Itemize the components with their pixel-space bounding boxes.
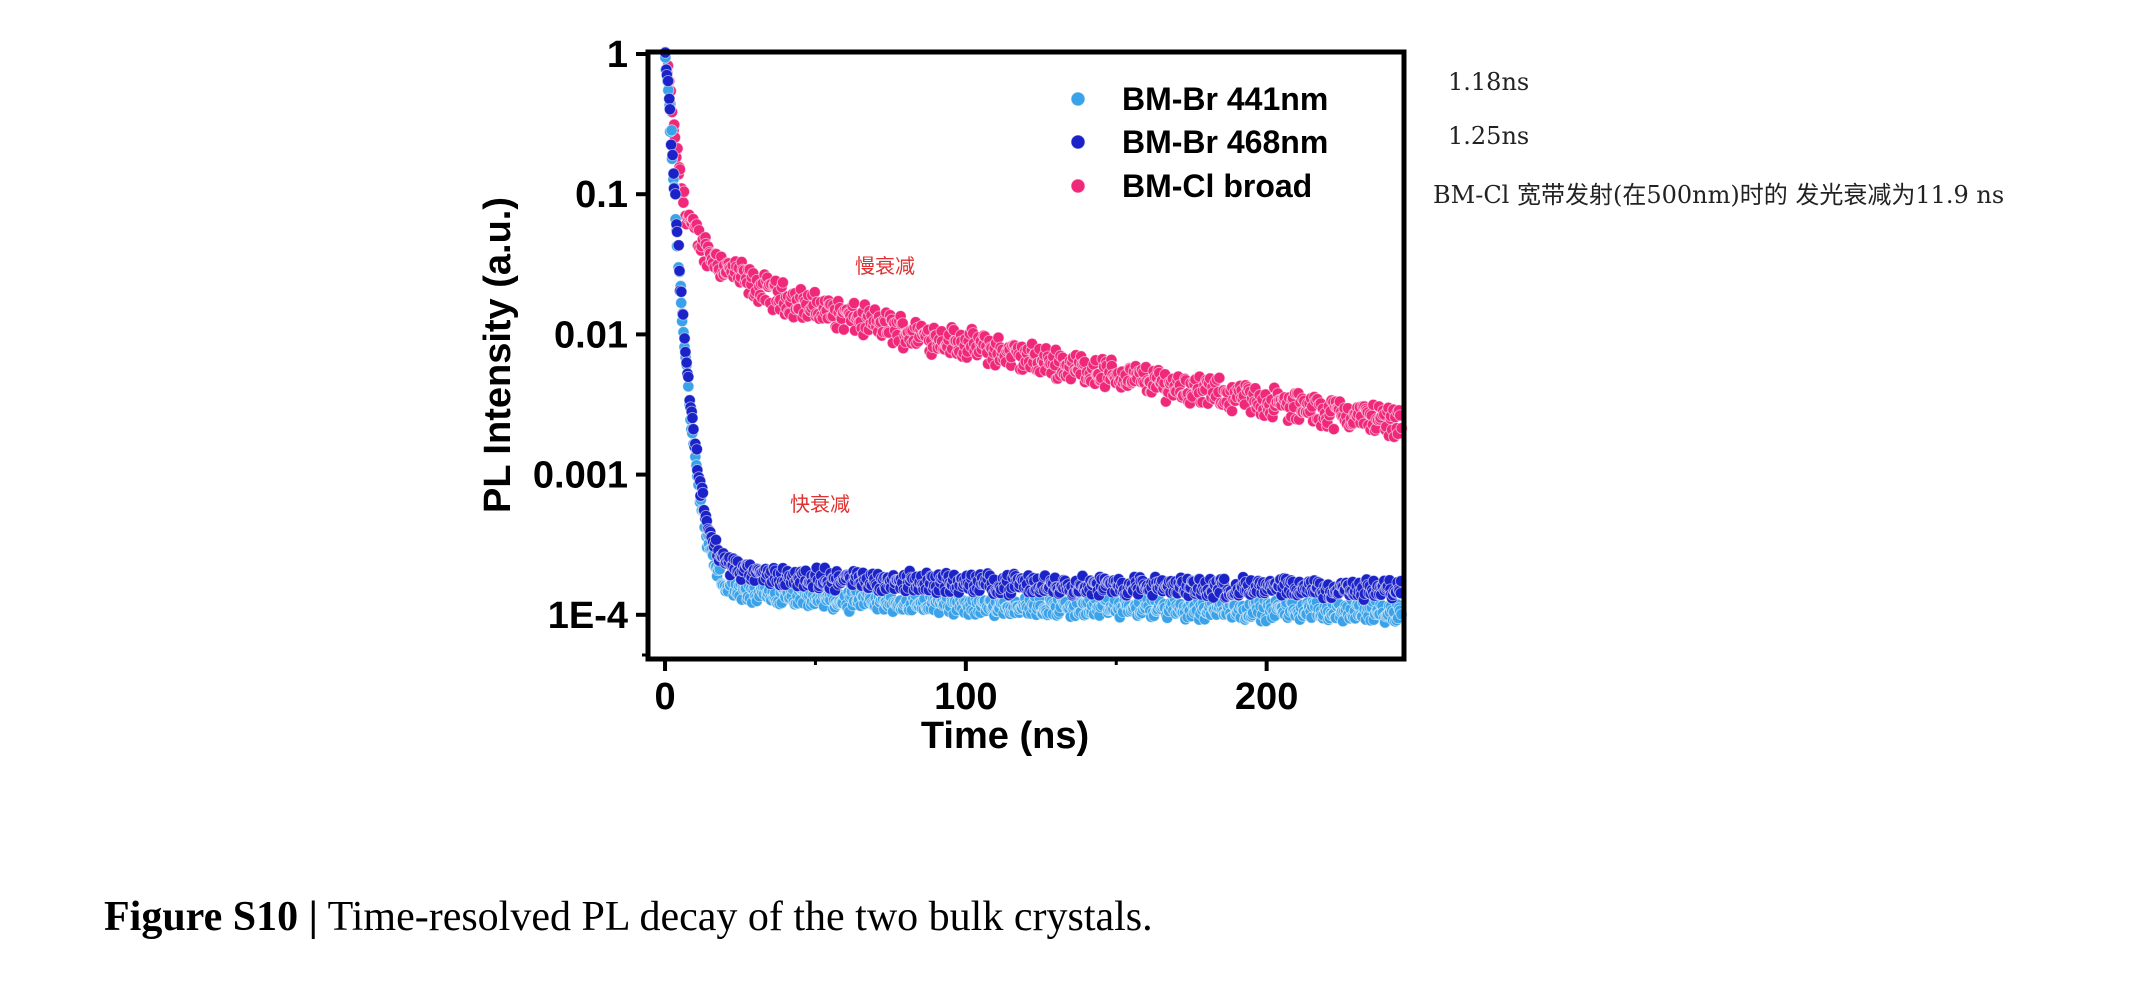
y-axis-label: PL Intensity (a.u.) [477,197,519,513]
data-point [665,124,678,137]
data-point [665,138,678,151]
data-point [709,533,723,546]
data-point [673,264,686,277]
caption-label: Figure S10 | [104,894,318,940]
data-point [671,225,684,238]
data-series-layer [659,46,1408,629]
y-tick-label: 0.01 [554,314,628,356]
legend-label: BM-Br 441nm [1122,81,1328,117]
y-tick-label: 0.001 [533,455,628,497]
note-br441: 1.18ns [1448,68,1530,96]
legend-marker [1070,91,1086,107]
data-point [687,423,700,436]
plot-frame [645,49,1407,662]
series-bm-cl-broad [659,46,1408,443]
figure-caption: Figure S10 | Time-resolved PL decay of t… [104,893,1153,941]
data-point [677,308,690,321]
data-point [679,345,692,359]
x-tick-label: 200 [1235,676,1298,718]
note-br468: 1.25ns [1448,122,1530,150]
x-tick-label: 0 [654,676,675,718]
y-tick-label: 0.1 [575,174,628,216]
data-point [848,297,861,310]
legend-label: BM-Cl broad [1122,168,1312,204]
x-axis-label: Time (ns) [921,715,1089,757]
data-point [1213,371,1226,384]
y-tick-label: 1 [607,34,628,76]
data-point [678,332,691,345]
data-point [1327,423,1340,436]
data-point [663,92,676,105]
data-point [682,370,695,383]
data-point [696,486,709,499]
legend: BM-Br 441nm BM-Br 468nm BM-Cl broad [1070,81,1328,204]
data-point [690,443,703,456]
annotation-fast-decay: 快衰减 [790,492,850,516]
data-point [1225,404,1239,418]
data-point [675,285,688,298]
data-point [667,167,680,180]
legend-item: BM-Br 441nm [1070,81,1328,117]
annotation-slow-decay: 慢衰减 [855,254,915,278]
axis-ticks: 0 100 200 1 0.1 0.01 0.001 1E-4 [533,34,1298,718]
data-point [669,188,682,201]
legend-item: BM-Br 468nm [1070,124,1328,160]
series-bm-br-468nm [659,46,1408,606]
data-point [675,296,688,309]
data-point [1218,572,1231,586]
legend-label: BM-Br 468nm [1122,124,1328,160]
data-point [686,411,699,425]
data-point [677,196,690,209]
data-point [666,148,679,162]
data-point [672,239,685,252]
data-point [662,74,675,88]
note-cl: BM-Cl 宽带发射(在500nm)时的 发光衰减为11.9 ns [1433,181,2005,209]
data-point [992,331,1005,344]
series-bm-br-441nm [659,51,1408,629]
legend-marker [1070,178,1086,194]
y-tick-label: 1E-4 [548,595,628,637]
legend-item: BM-Cl broad [1070,168,1312,204]
legend-marker [1070,134,1086,150]
data-point [776,276,789,289]
data-point [663,103,676,116]
x-tick-label: 100 [934,676,997,718]
caption-text: Time-resolved PL decay of the two bulk c… [317,894,1153,940]
data-point [680,356,693,369]
